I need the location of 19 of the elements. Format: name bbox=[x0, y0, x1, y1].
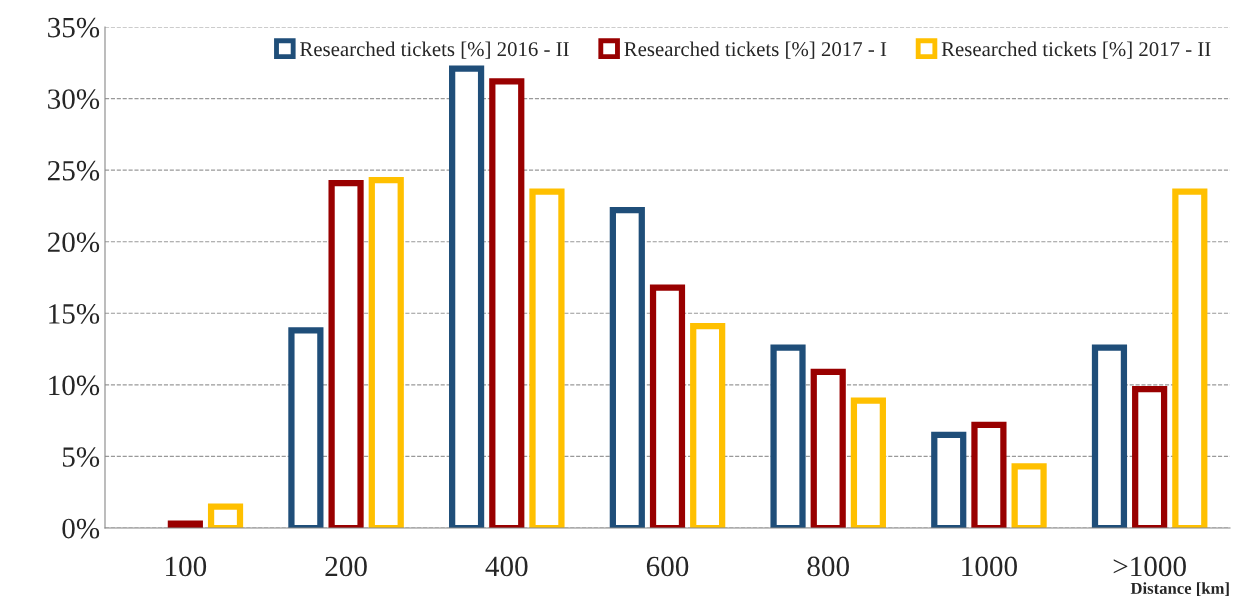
x-tick-label: 800 bbox=[807, 556, 849, 577]
y-tick-label: 20% bbox=[47, 232, 100, 253]
x-tick-label: 600 bbox=[646, 556, 689, 577]
y-tick-label: 5% bbox=[62, 447, 100, 467]
x-tick-label: 1000 bbox=[962, 556, 1017, 577]
y-tick-label: 25% bbox=[47, 160, 100, 181]
y-tick-label: 0% bbox=[62, 518, 100, 539]
legend-label: Researched tickets [%] 2017 - I bbox=[624, 41, 887, 59]
x-tick-label: >1000 bbox=[1113, 556, 1186, 577]
x-axis-title: Distance [km] bbox=[1130, 582, 1229, 597]
legend-label: Researched tickets [%] 2016 - II bbox=[300, 41, 569, 59]
legend-label: Researched tickets [%] 2017 - II bbox=[941, 41, 1211, 59]
y-tick-label: 15% bbox=[49, 304, 100, 324]
x-tick-label: 400 bbox=[485, 556, 528, 577]
y-tick-label: 30% bbox=[48, 89, 100, 110]
y-tick-label: 35% bbox=[48, 17, 100, 38]
x-tick-label: 100 bbox=[166, 556, 207, 577]
y-tick-label: 10% bbox=[49, 375, 100, 396]
x-tick-label: 200 bbox=[325, 556, 367, 577]
